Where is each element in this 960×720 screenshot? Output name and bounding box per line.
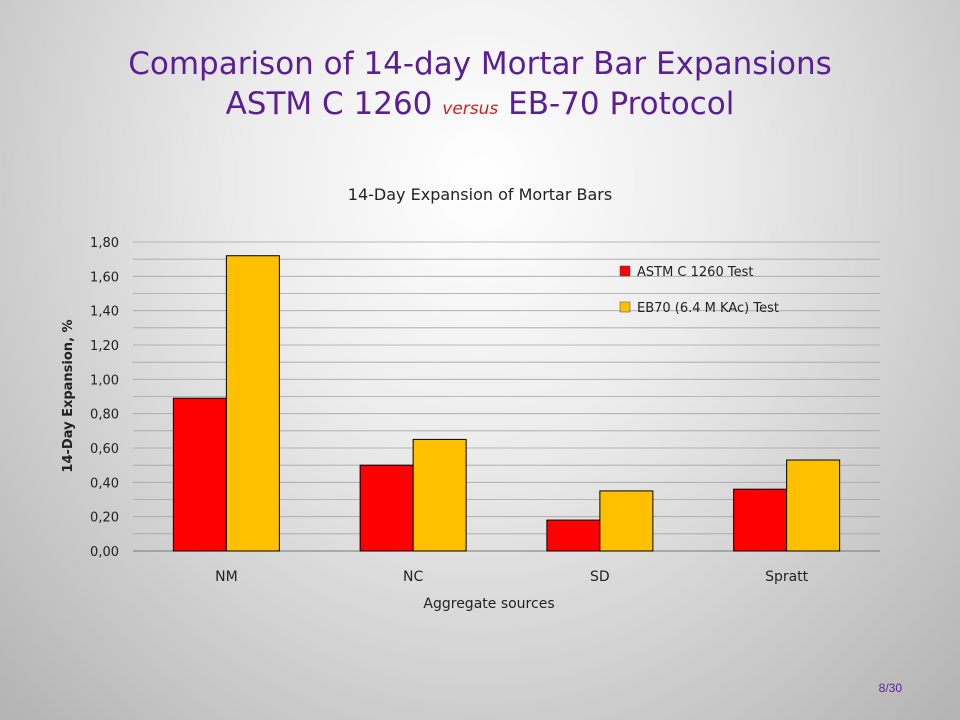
bar-astm-nm — [172, 397, 227, 552]
y-tick-label: 1,40 — [90, 305, 119, 320]
x-tick-label: Spratt — [765, 569, 809, 585]
y-axis-label: 14-Day Expansion, % — [61, 319, 76, 472]
x-tick-label: NC — [403, 569, 423, 585]
chart-title: 14-Day Expansion of Mortar Bars — [348, 185, 612, 204]
bar-astm-spratt — [733, 488, 788, 552]
title-versus: versus — [442, 99, 499, 119]
y-tick-label: 1,00 — [90, 373, 119, 388]
y-tick-label: 1,80 — [90, 236, 119, 251]
y-tick-label: 1,20 — [90, 339, 119, 354]
y-tick-label: 0,40 — [90, 476, 119, 491]
bar-eb70-sd — [599, 490, 654, 552]
bar-astm-nc — [359, 464, 414, 552]
title-eb70: EB-70 Protocol — [498, 86, 735, 122]
slide-title-line-2: ASTM C 1260 versus EB-70 Protocol — [0, 84, 960, 129]
y-tick-label: 1,60 — [90, 270, 119, 285]
bar-eb70-nc — [412, 438, 467, 552]
page-number: 8/30 — [878, 681, 902, 695]
x-tick-label: NM — [215, 569, 238, 585]
bar-astm-sd — [546, 519, 601, 552]
y-axis-ticks: 0,00 0,20 0,40 0,60 0,80 1,00 1,20 1,40 1,60 1,80 — [90, 236, 119, 560]
title-astm: ASTM C 1260 — [225, 86, 443, 122]
x-axis-label: Aggregate sources — [423, 596, 554, 612]
legend-label: EB70 (6.4 M KAc) Test — [637, 301, 779, 316]
legend-swatch — [619, 301, 631, 313]
slide-title-line-1: Comparison of 14-day Mortar Bar Expansio… — [128, 46, 832, 82]
legend-label: ASTM C 1260 Test — [637, 265, 753, 280]
bar-eb70-spratt — [786, 459, 841, 552]
chart-legend: ASTM C 1260 Test EB70 (6.4 M KAc) Test — [619, 265, 779, 316]
y-tick-label: 0,20 — [90, 511, 119, 526]
chart-bars — [172, 255, 841, 552]
y-tick-label: 0,80 — [90, 408, 119, 423]
y-tick-label: 0,00 — [90, 545, 119, 560]
bar-eb70-nm — [225, 255, 280, 552]
slide-title: Comparison of 14-day Mortar Bar Expansio… — [0, 44, 960, 129]
x-tick-label: SD — [590, 569, 610, 585]
legend-swatch — [619, 265, 631, 277]
x-axis-ticks: NM NC SD Spratt — [215, 569, 809, 585]
y-tick-label: 0,60 — [90, 442, 119, 457]
